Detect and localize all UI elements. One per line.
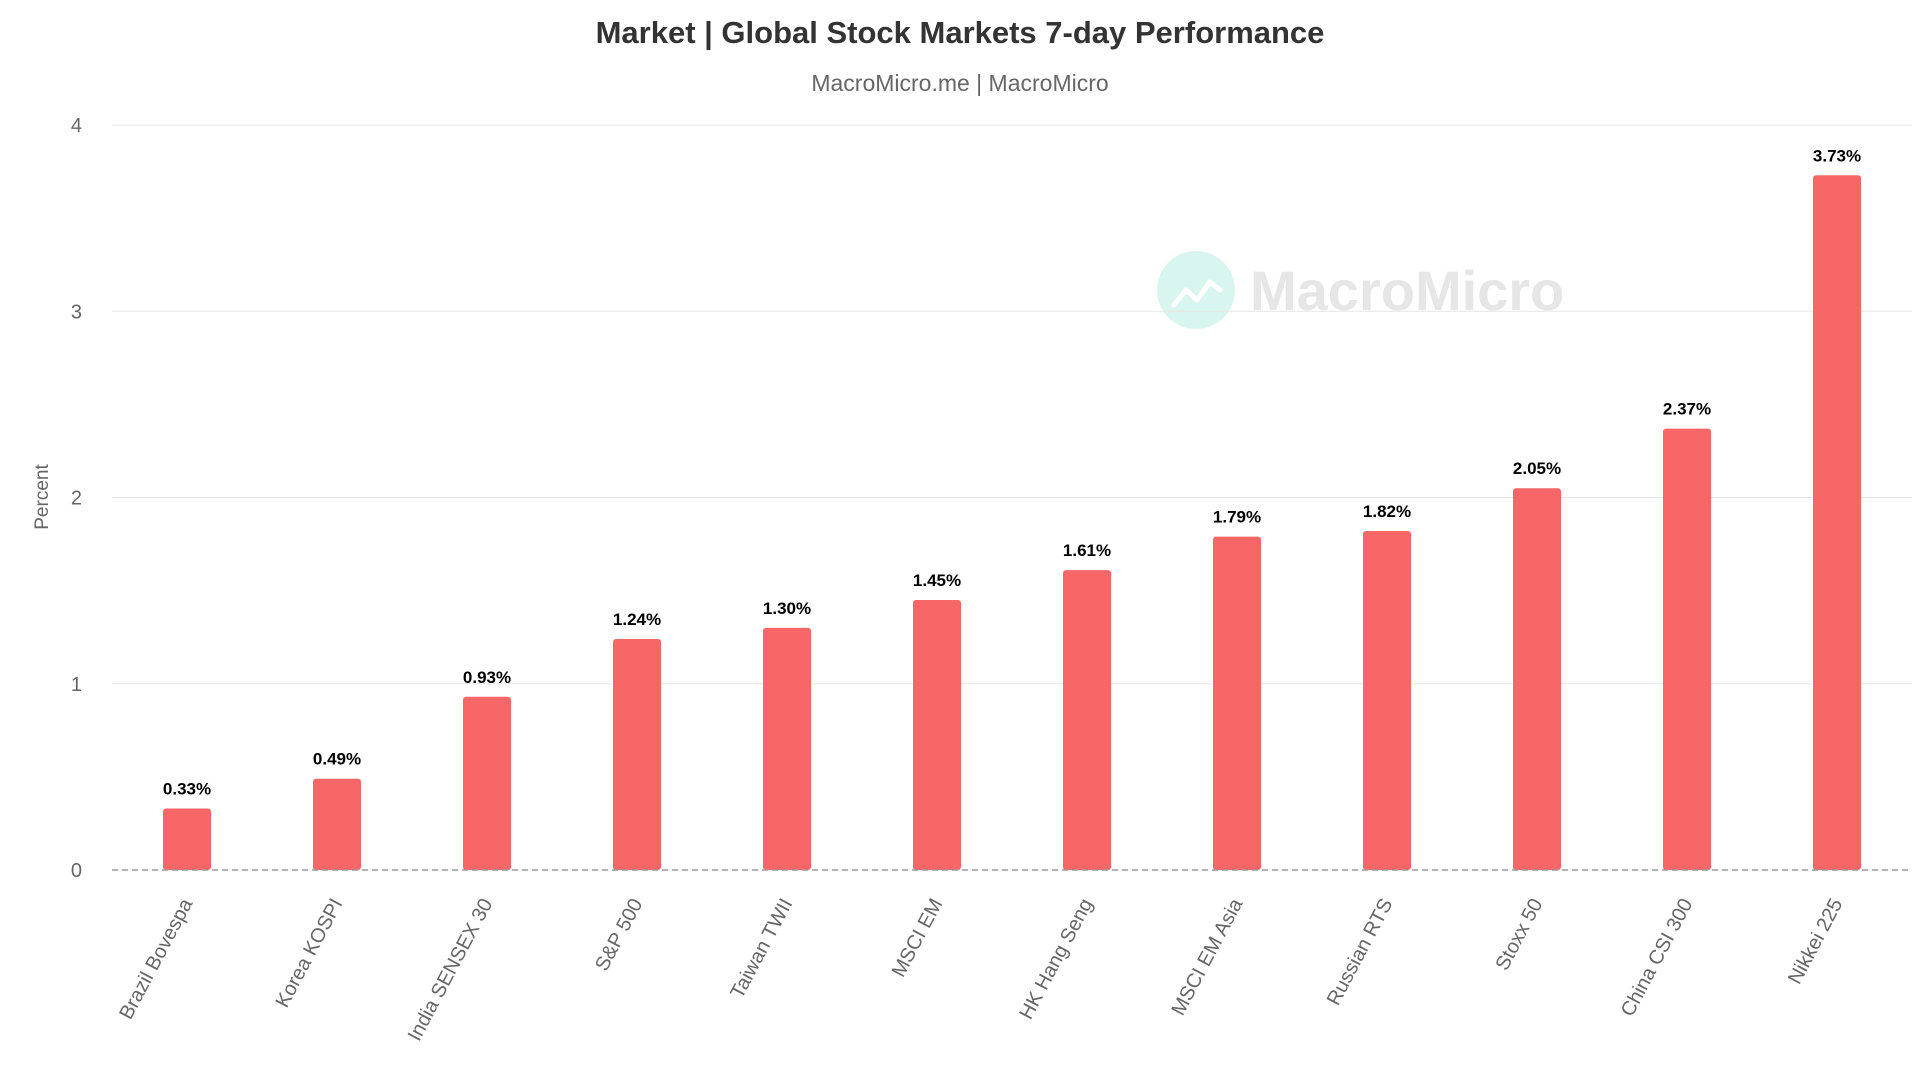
watermark-logo-line-icon [1171, 279, 1223, 308]
x-tick-label: Russian RTS [1323, 895, 1398, 1009]
bars [163, 175, 1861, 871]
y-axis-ticks: 0 1 2 3 4 [71, 115, 82, 882]
x-tick-label: MSCI EM Asia [1167, 894, 1247, 1019]
x-tick-label: Brazil Bovespa [115, 894, 197, 1023]
chart-subtitle: MacroMicro.me | MacroMicro [811, 70, 1108, 96]
data-label: 1.82% [1363, 502, 1411, 521]
bar[interactable] [163, 808, 211, 870]
data-label: 0.33% [163, 780, 211, 799]
bar[interactable] [763, 627, 811, 870]
chart-title: Market | Global Stock Markets 7-day Perf… [596, 15, 1325, 50]
bar[interactable] [1663, 428, 1711, 870]
x-tick-label: S&P 500 [591, 895, 647, 975]
y-tick-label: 0 [71, 860, 82, 882]
bar[interactable] [1063, 570, 1111, 870]
data-label: 1.24% [613, 610, 661, 629]
data-labels: 0.33% 0.49% 0.93% 1.24% 1.30% 1.45% 1.61% 1.79%… [163, 146, 1861, 798]
data-label: 0.93% [463, 668, 511, 687]
bar[interactable] [313, 778, 361, 870]
y-tick-label: 4 [71, 115, 82, 137]
data-label: 1.30% [763, 599, 811, 618]
bar[interactable] [613, 639, 661, 870]
watermark-text: MacroMicro [1250, 259, 1564, 322]
x-tick-label: China CSI 300 [1617, 895, 1697, 1020]
data-label: 1.79% [1213, 508, 1261, 527]
bar[interactable] [1513, 488, 1561, 870]
bar[interactable] [1213, 536, 1261, 870]
x-axis-ticks: Brazil Bovespa Korea KOSPI India SENSEX 30… [115, 894, 1847, 1044]
x-tick-label: Stoxx 50 [1491, 895, 1547, 974]
gridlines [112, 124, 1912, 685]
x-tick-label: India SENSEX 30 [404, 895, 498, 1045]
y-axis-label: Percent [32, 464, 53, 530]
y-tick-label: 2 [71, 488, 82, 510]
y-tick-label: 3 [71, 301, 82, 323]
bar[interactable] [1813, 175, 1861, 871]
watermark: MacroMicro [1157, 251, 1564, 329]
x-tick-label: HK Hang Seng [1015, 895, 1097, 1023]
data-label: 0.49% [313, 750, 361, 769]
bar[interactable] [1363, 531, 1411, 870]
x-tick-label: MSCI EM [888, 895, 948, 981]
data-label: 1.45% [913, 571, 961, 590]
data-label: 2.37% [1663, 400, 1711, 419]
data-label: 2.05% [1513, 459, 1561, 478]
watermark-logo-icon [1157, 251, 1235, 329]
data-label: 3.73% [1813, 146, 1861, 165]
bar[interactable] [913, 599, 961, 870]
data-label: 1.61% [1063, 541, 1111, 560]
x-tick-label: Korea KOSPI [272, 895, 348, 1011]
x-tick-label: Taiwan TWII [727, 895, 798, 1002]
x-tick-label: Nikkei 225 [1784, 895, 1847, 988]
bar[interactable] [463, 696, 511, 870]
y-tick-label: 1 [71, 674, 82, 696]
